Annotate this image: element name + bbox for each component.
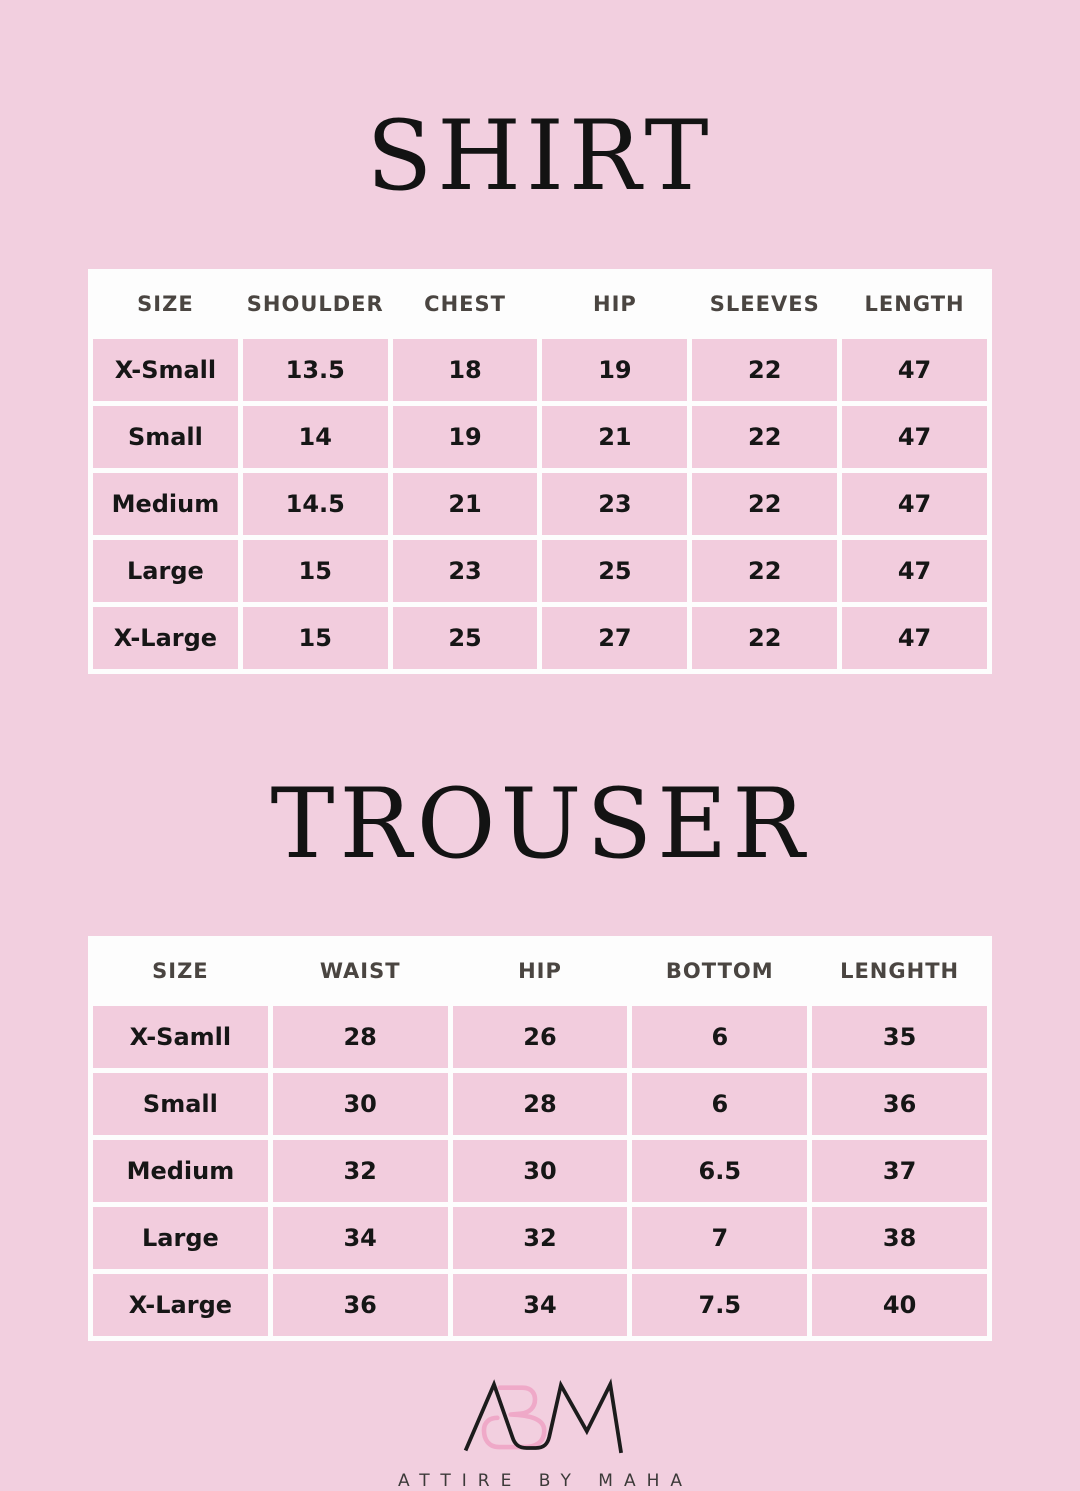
value-cell: 36	[812, 1073, 987, 1136]
value-cell: 6.5	[632, 1140, 808, 1203]
value-cell: 15	[242, 539, 388, 602]
value-cell: 36	[272, 1274, 448, 1337]
value-cell: 32	[272, 1140, 448, 1203]
size-cell: X-Large	[93, 1274, 268, 1337]
value-cell: 23	[542, 472, 688, 535]
value-cell: 19	[542, 338, 688, 401]
shirt-column-header-length: LENGTH	[842, 273, 987, 334]
value-cell: 22	[692, 338, 838, 401]
trouser-title: TROUSER	[270, 767, 810, 880]
value-cell: 22	[692, 472, 838, 535]
trouser-column-header-bottom: BOTTOM	[632, 941, 808, 1002]
trouser-size-table: SIZE WAIST HIP BOTTOM LENGHTH X-Samll 28…	[88, 936, 992, 1342]
shirt-column-header-size: SIZE	[93, 273, 238, 334]
value-cell: 40	[812, 1274, 987, 1337]
value-cell: 25	[392, 606, 538, 669]
size-cell: Small	[93, 1073, 268, 1136]
size-cell: X-Samll	[93, 1006, 268, 1069]
value-cell: 18	[392, 338, 538, 401]
value-cell: 30	[272, 1073, 448, 1136]
brand-logo: ATTIRE BY MAHA	[0, 1371, 1080, 1491]
brand-name: ATTIRE BY MAHA	[398, 1471, 693, 1491]
value-cell: 34	[272, 1207, 448, 1270]
value-cell: 6	[632, 1073, 808, 1136]
abm-monogram-icon	[463, 1378, 623, 1454]
size-cell: X-Large	[93, 606, 238, 669]
value-cell: 32	[452, 1207, 628, 1270]
value-cell: 21	[542, 405, 688, 468]
value-cell: 28	[272, 1006, 448, 1069]
value-cell: 38	[812, 1207, 987, 1270]
size-cell: Medium	[93, 1140, 268, 1203]
trouser-column-header-length: LENGHTH	[812, 941, 987, 1002]
value-cell: 25	[542, 539, 688, 602]
value-cell: 35	[812, 1006, 987, 1069]
value-cell: 30	[452, 1140, 628, 1203]
value-cell: 15	[242, 606, 388, 669]
value-cell: 47	[842, 472, 987, 535]
shirt-column-header-sleeves: SLEEVES	[692, 273, 838, 334]
value-cell: 13.5	[242, 338, 388, 401]
size-cell: X-Small	[93, 338, 238, 401]
shirt-size-table: SIZE SHOULDER CHEST HIP SLEEVES LENGTH X…	[88, 268, 992, 674]
shirt-column-header-chest: CHEST	[392, 273, 538, 334]
value-cell: 26	[452, 1006, 628, 1069]
value-cell: 6	[632, 1006, 808, 1069]
shirt-column-header-hip: HIP	[542, 273, 688, 334]
value-cell: 7.5	[632, 1274, 808, 1337]
size-cell: Large	[93, 539, 238, 602]
value-cell: 27	[542, 606, 688, 669]
value-cell: 28	[452, 1073, 628, 1136]
value-cell: 14.5	[242, 472, 388, 535]
value-cell: 47	[842, 539, 987, 602]
value-cell: 7	[632, 1207, 808, 1270]
value-cell: 47	[842, 606, 987, 669]
size-cell: Medium	[93, 472, 238, 535]
value-cell: 22	[692, 405, 838, 468]
value-cell: 37	[812, 1140, 987, 1203]
size-cell: Small	[93, 405, 238, 468]
value-cell: 14	[242, 405, 388, 468]
shirt-column-header-shoulder: SHOULDER	[242, 273, 388, 334]
value-cell: 34	[452, 1274, 628, 1337]
value-cell: 23	[392, 539, 538, 602]
value-cell: 19	[392, 405, 538, 468]
trouser-column-header-size: SIZE	[93, 941, 268, 1002]
value-cell: 22	[692, 606, 838, 669]
value-cell: 47	[842, 405, 987, 468]
value-cell: 47	[842, 338, 987, 401]
value-cell: 22	[692, 539, 838, 602]
size-cell: Large	[93, 1207, 268, 1270]
trouser-column-header-waist: WAIST	[272, 941, 448, 1002]
shirt-title: SHIRT	[366, 100, 714, 213]
value-cell: 21	[392, 472, 538, 535]
trouser-column-header-hip: HIP	[452, 941, 628, 1002]
